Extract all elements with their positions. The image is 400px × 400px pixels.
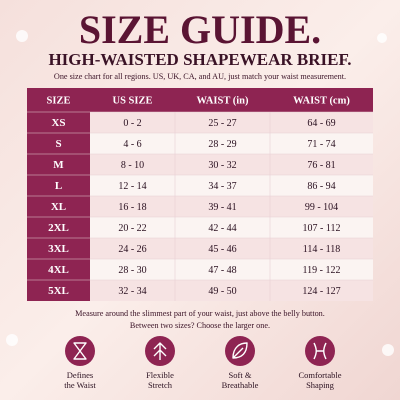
size-cell: 4XL bbox=[48, 264, 69, 276]
row-bg bbox=[90, 175, 373, 196]
cell: 32 - 34 bbox=[118, 286, 146, 297]
cell: 39 - 41 bbox=[208, 202, 236, 213]
cell: 30 - 32 bbox=[208, 160, 236, 171]
cell: 86 - 94 bbox=[307, 181, 335, 192]
row-bg bbox=[90, 238, 373, 259]
size-table: SIZE US SIZE WAIST (in) WAIST (cm) XS 0 - 2 25… bbox=[27, 88, 373, 301]
cell: 107 - 112 bbox=[303, 223, 341, 234]
pearl bbox=[377, 33, 387, 43]
cell: 76 - 81 bbox=[307, 160, 335, 171]
feature-label: the Waist bbox=[64, 380, 96, 390]
cell: 114 - 118 bbox=[303, 244, 341, 255]
feature-label: Stretch bbox=[148, 380, 173, 390]
pearl bbox=[6, 334, 18, 346]
cell: 25 - 27 bbox=[208, 118, 236, 129]
row-bg bbox=[90, 280, 373, 301]
cell: 124 - 127 bbox=[302, 286, 340, 297]
row-bg bbox=[90, 112, 373, 133]
title: SIZE GUIDE. bbox=[79, 7, 321, 52]
cell: 20 - 22 bbox=[118, 223, 146, 234]
feature-label: Defines bbox=[67, 370, 93, 380]
header-cell: WAIST (in) bbox=[196, 95, 249, 106]
footer: Measure around the slimmest part of your… bbox=[75, 309, 325, 330]
cell: 49 - 50 bbox=[208, 286, 236, 297]
feature-icon bbox=[153, 342, 167, 360]
size-cell: XS bbox=[51, 117, 65, 129]
note: One size chart for all regions. US, UK, … bbox=[54, 72, 346, 81]
footer-line: Between two sizes? Choose the larger one… bbox=[130, 321, 270, 330]
cell: 28 - 30 bbox=[118, 265, 146, 276]
cell: 8 - 10 bbox=[121, 160, 144, 171]
size-cell: S bbox=[55, 138, 61, 150]
header-cell: WAIST (cm) bbox=[293, 95, 350, 106]
feature-icon bbox=[232, 342, 248, 359]
cell: 16 - 18 bbox=[118, 202, 146, 213]
cell: 42 - 44 bbox=[208, 223, 236, 234]
feature-label: Shaping bbox=[306, 380, 335, 390]
cell: 119 - 122 bbox=[303, 265, 341, 276]
cell: 99 - 104 bbox=[305, 202, 338, 213]
feature-label: Flexible bbox=[146, 370, 174, 380]
cell: 47 - 48 bbox=[208, 265, 236, 276]
row-bg bbox=[90, 217, 373, 238]
cell: 0 - 2 bbox=[123, 118, 141, 129]
header-cell: SIZE bbox=[47, 95, 71, 106]
row-bg bbox=[90, 154, 373, 175]
header-cell: US SIZE bbox=[113, 95, 153, 106]
feature-icon bbox=[73, 342, 87, 360]
feature-label: Breathable bbox=[222, 380, 259, 390]
subtitle: HIGH-WAISTED SHAPEWEAR BRIEF. bbox=[48, 50, 351, 69]
cell: 34 - 37 bbox=[208, 181, 236, 192]
size-cell: 5XL bbox=[48, 285, 69, 297]
row-bg bbox=[90, 133, 373, 154]
size-cell: XL bbox=[51, 201, 66, 213]
feature-label: Soft & bbox=[229, 370, 252, 380]
footer-line: Measure around the slimmest part of your… bbox=[75, 309, 325, 318]
cell: 28 - 29 bbox=[208, 139, 236, 150]
cell: 12 - 14 bbox=[118, 181, 146, 192]
feature-label: Comfortable bbox=[299, 370, 342, 380]
pearl bbox=[16, 30, 28, 42]
cell: 71 - 74 bbox=[307, 139, 335, 150]
size-cell: 2XL bbox=[48, 222, 69, 234]
cell: 45 - 46 bbox=[208, 244, 236, 255]
size-cell: 3XL bbox=[48, 243, 69, 255]
feature-icon bbox=[313, 342, 327, 360]
row-bg bbox=[90, 259, 373, 280]
cell: 4 - 6 bbox=[123, 139, 141, 150]
size-column bbox=[27, 88, 90, 301]
row-bg bbox=[90, 196, 373, 217]
cell: 24 - 26 bbox=[118, 244, 146, 255]
size-cell: L bbox=[55, 180, 62, 192]
pearl bbox=[382, 344, 394, 356]
cell: 64 - 69 bbox=[307, 118, 335, 129]
size-cell: M bbox=[53, 159, 64, 171]
